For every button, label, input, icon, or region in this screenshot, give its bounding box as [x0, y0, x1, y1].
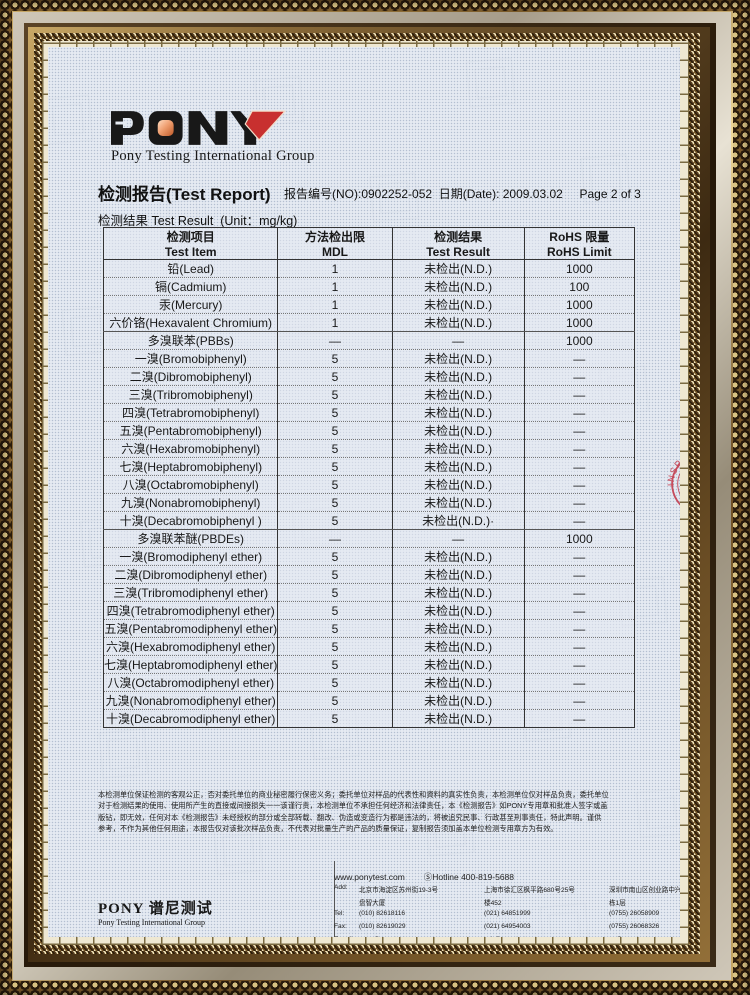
svg-text:INSPECTION: INSPECTION: [661, 444, 680, 487]
